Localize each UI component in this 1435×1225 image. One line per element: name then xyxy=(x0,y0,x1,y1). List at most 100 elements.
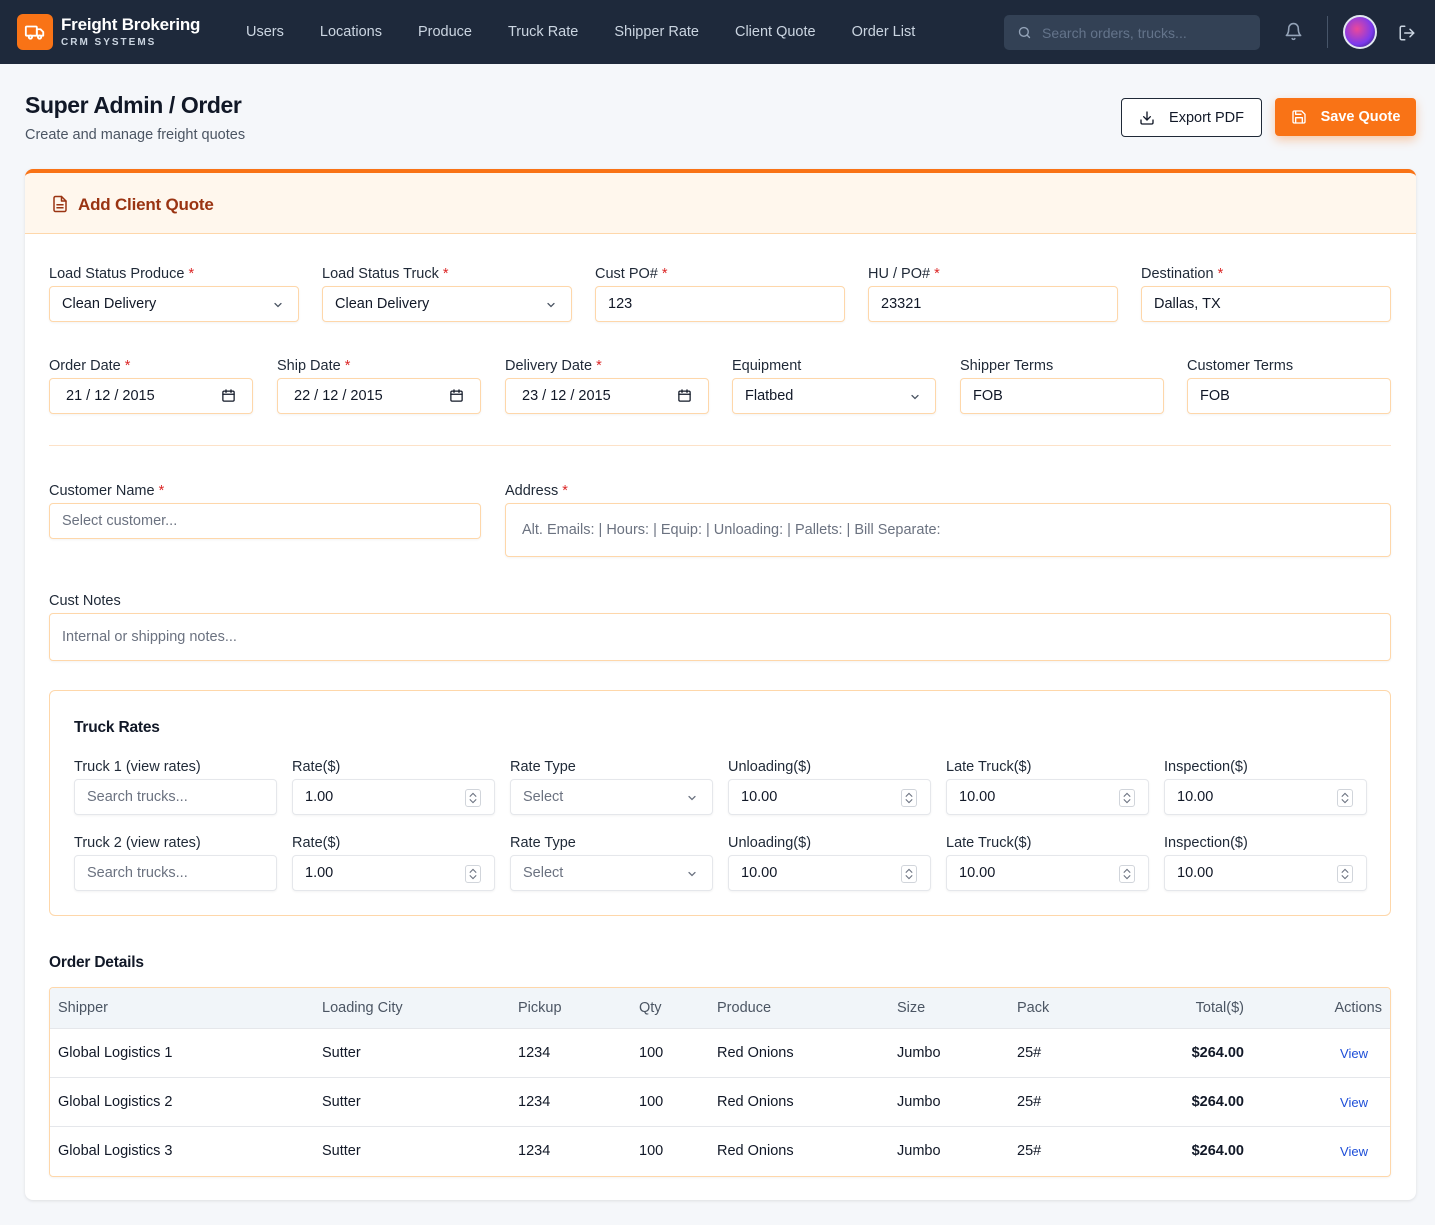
customer-name-select[interactable]: Select customer... xyxy=(49,503,481,539)
truck-search-label[interactable]: Truck 1 (view rates) xyxy=(74,759,201,775)
cust-notes-textarea[interactable]: Internal or shipping notes... xyxy=(49,613,1391,661)
hu-po-input[interactable]: 23321 xyxy=(868,286,1118,322)
placeholder-text: Internal or shipping notes... xyxy=(62,629,237,645)
shipper-terms-input[interactable]: FOB xyxy=(960,378,1164,414)
unloading-label: Unloading($) xyxy=(728,759,812,775)
chevron-up-icon[interactable] xyxy=(905,792,913,798)
destination-input[interactable]: Dallas, TX xyxy=(1141,286,1391,322)
chevron-down-icon[interactable] xyxy=(1341,798,1349,804)
truck-search-input[interactable]: Search trucks... xyxy=(74,779,277,815)
chevron-down-icon[interactable] xyxy=(1341,874,1349,880)
chevron-up-icon[interactable] xyxy=(1123,868,1131,874)
ship-date-label: Ship Date * xyxy=(277,358,350,374)
required-mark: * xyxy=(188,266,195,282)
number-stepper[interactable] xyxy=(465,865,481,883)
select-value: Clean Delivery xyxy=(62,296,157,312)
inspection-input[interactable]: 10.00 xyxy=(1164,855,1367,891)
unloading-input[interactable]: 10.00 xyxy=(728,855,931,891)
load-status-truck-label: Load Status Truck * xyxy=(322,266,449,282)
chevron-up-icon[interactable] xyxy=(469,792,477,798)
chevron-up-icon[interactable] xyxy=(1123,792,1131,798)
rate-input[interactable]: 1.00 xyxy=(292,855,495,891)
rate-type-select[interactable]: Select xyxy=(510,855,713,891)
load-status-produce-label: Load Status Produce * xyxy=(49,266,194,282)
calendar-icon[interactable] xyxy=(449,388,464,403)
chevron-up-icon[interactable] xyxy=(469,868,477,874)
late-truck-label: Late Truck($) xyxy=(946,759,1032,775)
address-textarea[interactable]: Alt. Emails: | Hours: | Equip: | Unloadi… xyxy=(505,503,1391,557)
chevron-up-icon[interactable] xyxy=(1341,792,1349,798)
number-stepper[interactable] xyxy=(1337,789,1353,807)
ship-date-input[interactable]: 22 / 12 / 2015 xyxy=(277,378,481,414)
nav-link-produce[interactable]: Produce xyxy=(417,24,472,40)
number-stepper[interactable] xyxy=(1119,789,1135,807)
cell-city: Sutter xyxy=(322,1143,361,1159)
export-pdf-button[interactable]: Export PDF xyxy=(1121,98,1262,137)
avatar[interactable] xyxy=(1343,15,1377,49)
inspection-input[interactable]: 10.00 xyxy=(1164,779,1367,815)
chevron-down-icon[interactable] xyxy=(1123,874,1131,880)
rate-label: Rate($) xyxy=(292,835,341,851)
chevron-up-icon[interactable] xyxy=(1341,868,1349,874)
nav-link-users[interactable]: Users xyxy=(246,24,284,40)
cell-qty: 100 xyxy=(639,1045,664,1061)
calendar-icon[interactable] xyxy=(677,388,692,403)
load-status-produce-select[interactable]: Clean Delivery xyxy=(49,286,299,322)
nav-link-truck-rate[interactable]: Truck Rate xyxy=(507,24,579,40)
view-link[interactable]: View xyxy=(1340,1144,1368,1159)
nav-link-shipper-rate[interactable]: Shipper Rate xyxy=(614,24,699,40)
cust-po-input[interactable]: 123 xyxy=(595,286,845,322)
input-value: 21 / 12 / 2015 xyxy=(66,388,155,404)
truck-logo-icon[interactable] xyxy=(17,14,53,50)
delivery-date-input[interactable]: 23 / 12 / 2015 xyxy=(505,378,709,414)
nav-link-client-quote[interactable]: Client Quote xyxy=(734,24,816,40)
table-row: Global Logistics 3 Sutter 1234 100 Red Onion… xyxy=(50,1127,1390,1176)
late-truck-input[interactable]: 10.00 xyxy=(946,855,1149,891)
truck-search-input[interactable]: Search trucks... xyxy=(74,855,277,891)
rate-type-select[interactable]: Select xyxy=(510,779,713,815)
view-link[interactable]: View xyxy=(1340,1046,1368,1061)
required-mark: * xyxy=(344,358,351,374)
load-status-truck-select[interactable]: Clean Delivery xyxy=(322,286,572,322)
logout-icon[interactable] xyxy=(1398,24,1416,42)
bell-icon[interactable] xyxy=(1284,22,1303,41)
inspection-label: Inspection($) xyxy=(1164,759,1248,775)
chevron-down-icon[interactable] xyxy=(469,798,477,804)
view-link[interactable]: View xyxy=(1340,1095,1368,1110)
cell-total: $264.00 xyxy=(1191,1094,1244,1110)
number-stepper[interactable] xyxy=(901,865,917,883)
column-header: Shipper xyxy=(58,1000,108,1016)
customer-terms-input[interactable]: FOB xyxy=(1187,378,1391,414)
save-quote-button[interactable]: Save Quote xyxy=(1275,98,1416,136)
nav-search-input[interactable] xyxy=(1042,24,1242,41)
number-stepper[interactable] xyxy=(465,789,481,807)
cell-produce: Red Onions xyxy=(717,1045,794,1061)
column-header: Size xyxy=(897,1000,926,1016)
field-value: 10.00 xyxy=(959,865,996,881)
nav-link-order-list[interactable]: Order List xyxy=(851,24,916,40)
number-stepper[interactable] xyxy=(901,789,917,807)
calendar-icon[interactable] xyxy=(221,388,236,403)
chevron-down-icon[interactable] xyxy=(905,798,913,804)
nav-link-locations[interactable]: Locations xyxy=(319,24,382,40)
number-stepper[interactable] xyxy=(1337,865,1353,883)
customer-terms-label: Customer Terms xyxy=(1187,358,1294,374)
unloading-input[interactable]: 10.00 xyxy=(728,779,931,815)
chevron-down-icon[interactable] xyxy=(1123,798,1131,804)
rate-input[interactable]: 1.00 xyxy=(292,779,495,815)
cell-pack: 25# xyxy=(1017,1045,1042,1061)
order-date-input[interactable]: 21 / 12 / 2015 xyxy=(49,378,253,414)
brand[interactable]: Freight Brokering CRM SYSTEMS xyxy=(61,15,200,48)
chevron-down-icon xyxy=(547,302,555,308)
chevron-up-icon[interactable] xyxy=(905,868,913,874)
late-truck-input[interactable]: 10.00 xyxy=(946,779,1149,815)
equipment-select[interactable]: Flatbed xyxy=(732,378,936,414)
cell-pack: 25# xyxy=(1017,1094,1042,1110)
late-truck-label: Late Truck($) xyxy=(946,835,1032,851)
chevron-down-icon[interactable] xyxy=(469,874,477,880)
inspection-label: Inspection($) xyxy=(1164,835,1248,851)
truck-search-label[interactable]: Truck 2 (view rates) xyxy=(74,835,201,851)
chevron-down-icon xyxy=(274,302,282,308)
number-stepper[interactable] xyxy=(1119,865,1135,883)
chevron-down-icon[interactable] xyxy=(905,874,913,880)
